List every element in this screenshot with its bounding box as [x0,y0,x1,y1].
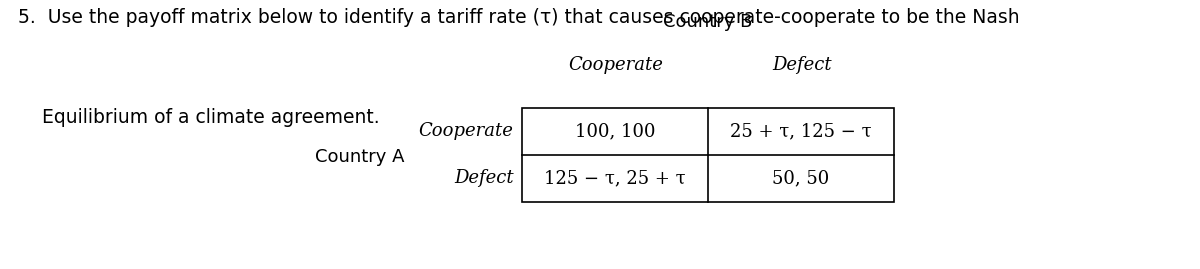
Bar [522,108,894,202]
Text: Country A: Country A [316,148,404,166]
Text: 5.  Use the payoff matrix below to identify a tariff rate (τ) that causes cooper: 5. Use the payoff matrix below to identi… [18,8,1020,27]
Text: 25 + τ, 125 − τ: 25 + τ, 125 − τ [730,122,872,140]
Text: Cooperate: Cooperate [419,122,514,140]
Text: 125 − τ, 25 + τ: 125 − τ, 25 + τ [544,169,686,187]
Text: Country B: Country B [664,13,752,30]
Text: Cooperate: Cooperate [568,56,664,73]
Text: 100, 100: 100, 100 [575,122,655,140]
Text: Defect: Defect [772,56,832,73]
Text: Defect: Defect [454,169,514,187]
Text: 50, 50: 50, 50 [773,169,829,187]
Text: Equilibrium of a climate agreement.: Equilibrium of a climate agreement. [18,108,379,127]
